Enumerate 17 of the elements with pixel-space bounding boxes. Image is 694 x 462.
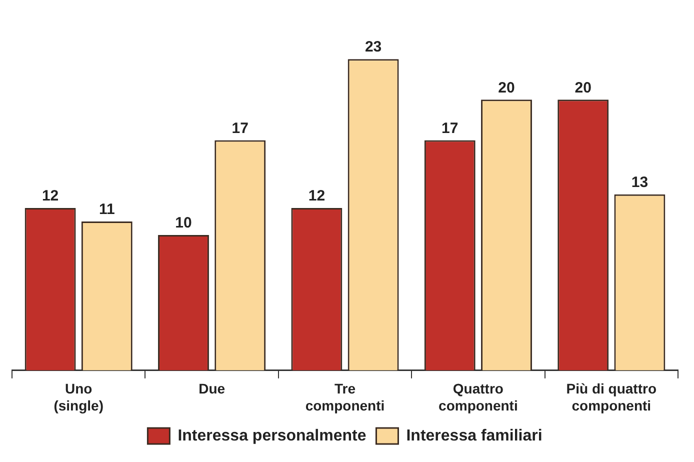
- data-label: 10: [175, 214, 192, 232]
- data-label: 20: [574, 79, 592, 96]
- legend-label: Interessa familiari: [406, 427, 542, 444]
- x-tick-label: Uno (single): [54, 380, 104, 414]
- data-label: 23: [364, 38, 382, 56]
- data-label: 12: [42, 188, 59, 205]
- x-tick-label: Quattro componenti: [438, 380, 518, 414]
- data-label: 12: [308, 188, 326, 205]
- legend-label: Interessa personalmente: [178, 427, 366, 444]
- x-tick-label: Due: [198, 380, 226, 397]
- data-label: 17: [442, 120, 458, 137]
- x-tick-label: Più di quattro componenti: [566, 380, 657, 414]
- data-label: 17: [232, 120, 248, 137]
- data-label: 11: [98, 201, 115, 218]
- data-label: 20: [498, 79, 515, 96]
- data-label: 13: [631, 174, 648, 192]
- x-tick-label: Tre componenti: [305, 380, 385, 414]
